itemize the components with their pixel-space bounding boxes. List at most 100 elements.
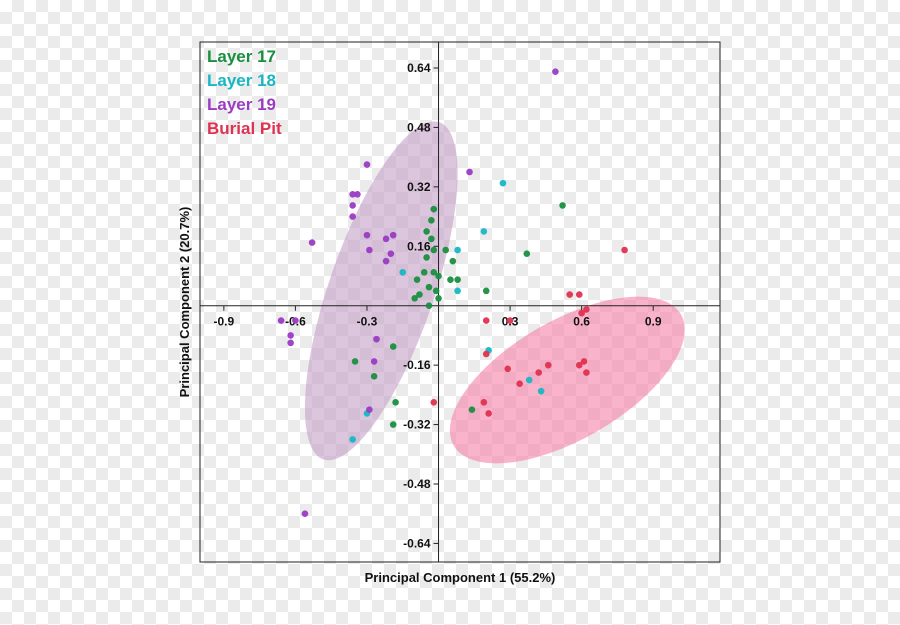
layer-18-point xyxy=(525,376,533,384)
y-tick-label: 0.64 xyxy=(407,61,431,75)
layer-17-point xyxy=(430,205,438,213)
legend-entry-layer-17: Layer 17 xyxy=(207,47,276,66)
layer-17-point xyxy=(423,254,430,261)
layer-17-point xyxy=(370,372,378,380)
burial-pit-point xyxy=(482,350,490,358)
legend-entry-layer-19: Layer 19 xyxy=(207,95,276,114)
layer-19-point xyxy=(277,317,285,324)
y-axis-title: Principal Component 2 (20.7%) xyxy=(177,207,192,398)
layer-18-point xyxy=(454,246,461,254)
x-tick-label: -0.9 xyxy=(214,315,235,329)
burial-pit-point xyxy=(583,369,590,376)
y-tick-label: 0.32 xyxy=(407,180,431,194)
burial-pit-point xyxy=(485,410,492,417)
layer-17-point xyxy=(559,202,566,209)
layer-19-point xyxy=(366,246,373,254)
x-axis-title: Principal Component 1 (55.2%) xyxy=(365,570,556,585)
layer-17-point xyxy=(416,291,423,298)
layer-17-point xyxy=(447,276,454,284)
layer-19-point xyxy=(349,190,356,198)
layer-19-point xyxy=(552,68,559,76)
y-tick-label: -0.64 xyxy=(403,536,431,550)
layer-17-point xyxy=(442,246,449,254)
layer-17-point xyxy=(454,276,461,284)
layer-17-point xyxy=(411,294,418,302)
layer-17-point xyxy=(430,268,438,276)
layer-17-point xyxy=(432,287,440,295)
layer-17-point xyxy=(428,235,435,243)
layer-18-point xyxy=(454,287,461,295)
x-tick-label: 0.6 xyxy=(573,315,590,329)
burial-pit-point xyxy=(583,306,590,313)
layer-17-point xyxy=(430,246,438,254)
layer-17-point xyxy=(435,294,442,302)
layer-17-point xyxy=(389,421,397,428)
layer-19-point xyxy=(363,161,371,168)
layer-19-point xyxy=(387,250,395,258)
layer-19-point xyxy=(354,190,361,198)
y-tick-label: 0.48 xyxy=(407,120,431,134)
y-tick-label: -0.48 xyxy=(403,477,431,491)
confidence-ellipses xyxy=(304,121,685,464)
layer-17-point xyxy=(420,268,428,276)
burial-pit-point xyxy=(566,291,574,298)
layer-17-point xyxy=(413,276,421,284)
layer-19-point xyxy=(363,231,371,239)
burial-pit-ellipse xyxy=(449,296,685,464)
burial-pit-point xyxy=(575,361,583,369)
layer-19-point xyxy=(370,358,378,365)
layer-19-ellipse xyxy=(304,121,458,461)
layer-17-point xyxy=(435,272,442,280)
legend-entry-burial-pit: Burial Pit xyxy=(207,119,282,138)
burial-pit-point xyxy=(535,369,543,376)
axis-titles: Principal Component 1 (55.2%) Principal C… xyxy=(177,207,555,585)
legend-entry-layer-18: Layer 18 xyxy=(207,71,276,90)
layer-17-point xyxy=(523,250,531,258)
layer-17-point xyxy=(428,216,435,224)
layer-19-point xyxy=(349,202,356,209)
burial-pit-point xyxy=(430,398,438,406)
layer-17-point xyxy=(425,283,433,291)
layer-19-point xyxy=(373,335,380,343)
x-tick-label: -0.3 xyxy=(357,315,378,329)
y-tick-label: 0.16 xyxy=(407,239,431,253)
layer-17-point xyxy=(468,406,476,414)
burial-pit-point xyxy=(580,358,588,365)
burial-pit-point xyxy=(480,398,488,406)
layer-19-point xyxy=(308,239,316,246)
burial-pit-point xyxy=(544,361,552,369)
layer-17-point xyxy=(389,343,397,350)
layer-17-point xyxy=(392,398,399,406)
layer-18-point xyxy=(499,179,507,187)
layer-18-point xyxy=(349,436,356,443)
layer-17-point xyxy=(423,228,430,235)
layer-17-point xyxy=(351,358,359,365)
legend: Layer 17 Layer 18 Layer 19 Burial Pit xyxy=(207,47,282,138)
burial-pit-point xyxy=(575,291,583,298)
layer-19-point xyxy=(389,231,397,239)
layer-19-point xyxy=(287,332,294,339)
data-points xyxy=(277,68,628,518)
layer-18-point xyxy=(537,387,545,395)
burial-pit-point xyxy=(506,317,514,324)
layer-19-point xyxy=(382,235,390,243)
layer-19-point xyxy=(287,339,294,347)
layer-17-point xyxy=(449,257,457,265)
layer-19-point xyxy=(301,510,309,518)
layer-19-point xyxy=(366,406,373,414)
layer-19-point xyxy=(292,317,299,324)
layer-17-point xyxy=(425,302,433,310)
layer-18-point xyxy=(399,268,407,276)
layer-19-point xyxy=(349,213,356,220)
layer-19-point xyxy=(382,257,390,265)
x-tick-label: 0.9 xyxy=(645,315,662,329)
layer-19-point xyxy=(466,168,473,176)
burial-pit-point xyxy=(621,246,628,254)
burial-pit-point xyxy=(482,317,490,324)
layer-18-point xyxy=(480,228,488,235)
burial-pit-point xyxy=(578,309,585,317)
burial-pit-point xyxy=(504,365,512,373)
layer-17-point xyxy=(482,287,490,295)
y-tick-label: -0.16 xyxy=(403,358,431,372)
